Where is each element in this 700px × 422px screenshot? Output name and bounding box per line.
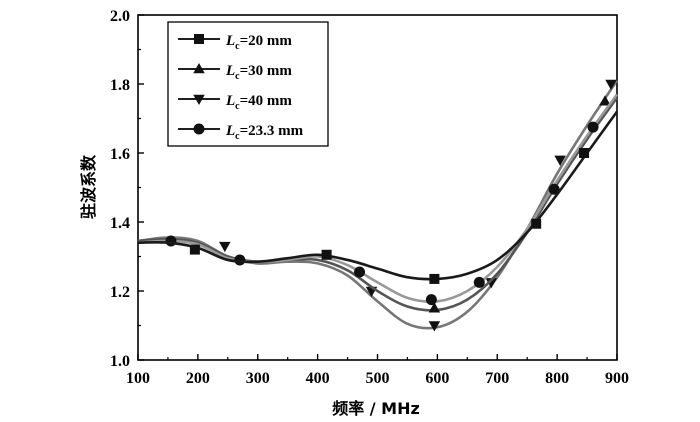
data-point-3 bbox=[165, 235, 177, 247]
x-tick-label: 800 bbox=[545, 370, 569, 387]
y-tick-label: 1.2 bbox=[110, 284, 130, 301]
data-point-3 bbox=[548, 183, 560, 195]
data-point-0 bbox=[429, 273, 440, 284]
series-layer bbox=[137, 79, 619, 332]
legend-label-value: =23.3 mm bbox=[240, 123, 304, 139]
x-axis-title: 频率 / MHz bbox=[332, 399, 420, 418]
legend-item-3: Lc=23.3 mm bbox=[178, 123, 304, 142]
data-point-2 bbox=[605, 79, 617, 90]
data-point-1 bbox=[599, 95, 611, 106]
y-tick-label: 2.0 bbox=[110, 8, 130, 25]
legend-label-symbol: L bbox=[225, 33, 235, 49]
legend-marker bbox=[193, 123, 205, 135]
data-point-3 bbox=[425, 294, 437, 306]
series-line-3 bbox=[137, 93, 619, 304]
legend-label-value: =20 mm bbox=[240, 33, 293, 49]
data-point-0 bbox=[531, 218, 542, 229]
x-tick-label: 900 bbox=[605, 370, 629, 387]
axes: 100 200 300 400 500 600 700 800 900 1.0 1.2 1.4 1.6 1… bbox=[110, 8, 629, 387]
legend-item-0: Lc=20 mm bbox=[178, 33, 292, 52]
series-0 bbox=[137, 110, 619, 284]
legend-label: Lc=23.3 mm bbox=[225, 123, 304, 142]
data-point-0 bbox=[189, 244, 200, 255]
y-axis-title: 驻波系数 bbox=[79, 154, 98, 219]
data-point-2 bbox=[428, 321, 441, 332]
legend-label: Lc=40 mm bbox=[225, 93, 292, 112]
data-point-3 bbox=[354, 266, 366, 278]
legend-label-symbol: L bbox=[225, 63, 235, 79]
data-point-2 bbox=[485, 278, 498, 289]
y-tick-label: 1.6 bbox=[110, 146, 130, 163]
y-tick-label: 1.0 bbox=[110, 353, 130, 370]
legend-marker bbox=[193, 63, 205, 74]
legend-item-2: Lc=40 mm bbox=[178, 93, 292, 112]
y-tick-label: 1.4 bbox=[110, 215, 130, 232]
x-tick-label: 200 bbox=[186, 370, 210, 387]
legend-label-subscript: c bbox=[235, 131, 240, 142]
legend-label-value: =30 mm bbox=[240, 63, 293, 79]
legend-marker bbox=[194, 34, 204, 44]
data-point-0 bbox=[321, 249, 332, 260]
legend-label-value: =40 mm bbox=[240, 93, 293, 109]
data-point-2 bbox=[219, 241, 231, 253]
data-point-1 bbox=[428, 302, 441, 313]
x-tick-label: 700 bbox=[485, 370, 509, 387]
x-tick-label: 100 bbox=[126, 370, 150, 387]
x-tick-label: 600 bbox=[425, 370, 449, 387]
legend-label-symbol: L bbox=[225, 123, 235, 139]
data-point-0 bbox=[579, 148, 590, 158]
x-tick-label: 300 bbox=[246, 370, 270, 387]
x-tick-label: 500 bbox=[366, 370, 390, 387]
legend-label: Lc=30 mm bbox=[225, 63, 292, 82]
legend-label: Lc=20 mm bbox=[225, 33, 292, 52]
legend-label-subscript: c bbox=[235, 71, 240, 82]
y-tick-label: 1.8 bbox=[110, 77, 130, 94]
series-line-1 bbox=[137, 97, 619, 312]
series-1 bbox=[137, 95, 619, 313]
data-point-3 bbox=[587, 121, 599, 133]
series-3 bbox=[137, 93, 619, 306]
legend-label-subscript: c bbox=[235, 41, 240, 52]
legend-item-1: Lc=30 mm bbox=[178, 63, 292, 82]
legend-label-subscript: c bbox=[235, 101, 240, 112]
legend-marker bbox=[193, 94, 205, 105]
x-tick-label: 400 bbox=[306, 370, 330, 387]
data-point-2 bbox=[554, 155, 566, 166]
data-point-3 bbox=[473, 276, 485, 288]
legend-label-symbol: L bbox=[225, 93, 235, 109]
